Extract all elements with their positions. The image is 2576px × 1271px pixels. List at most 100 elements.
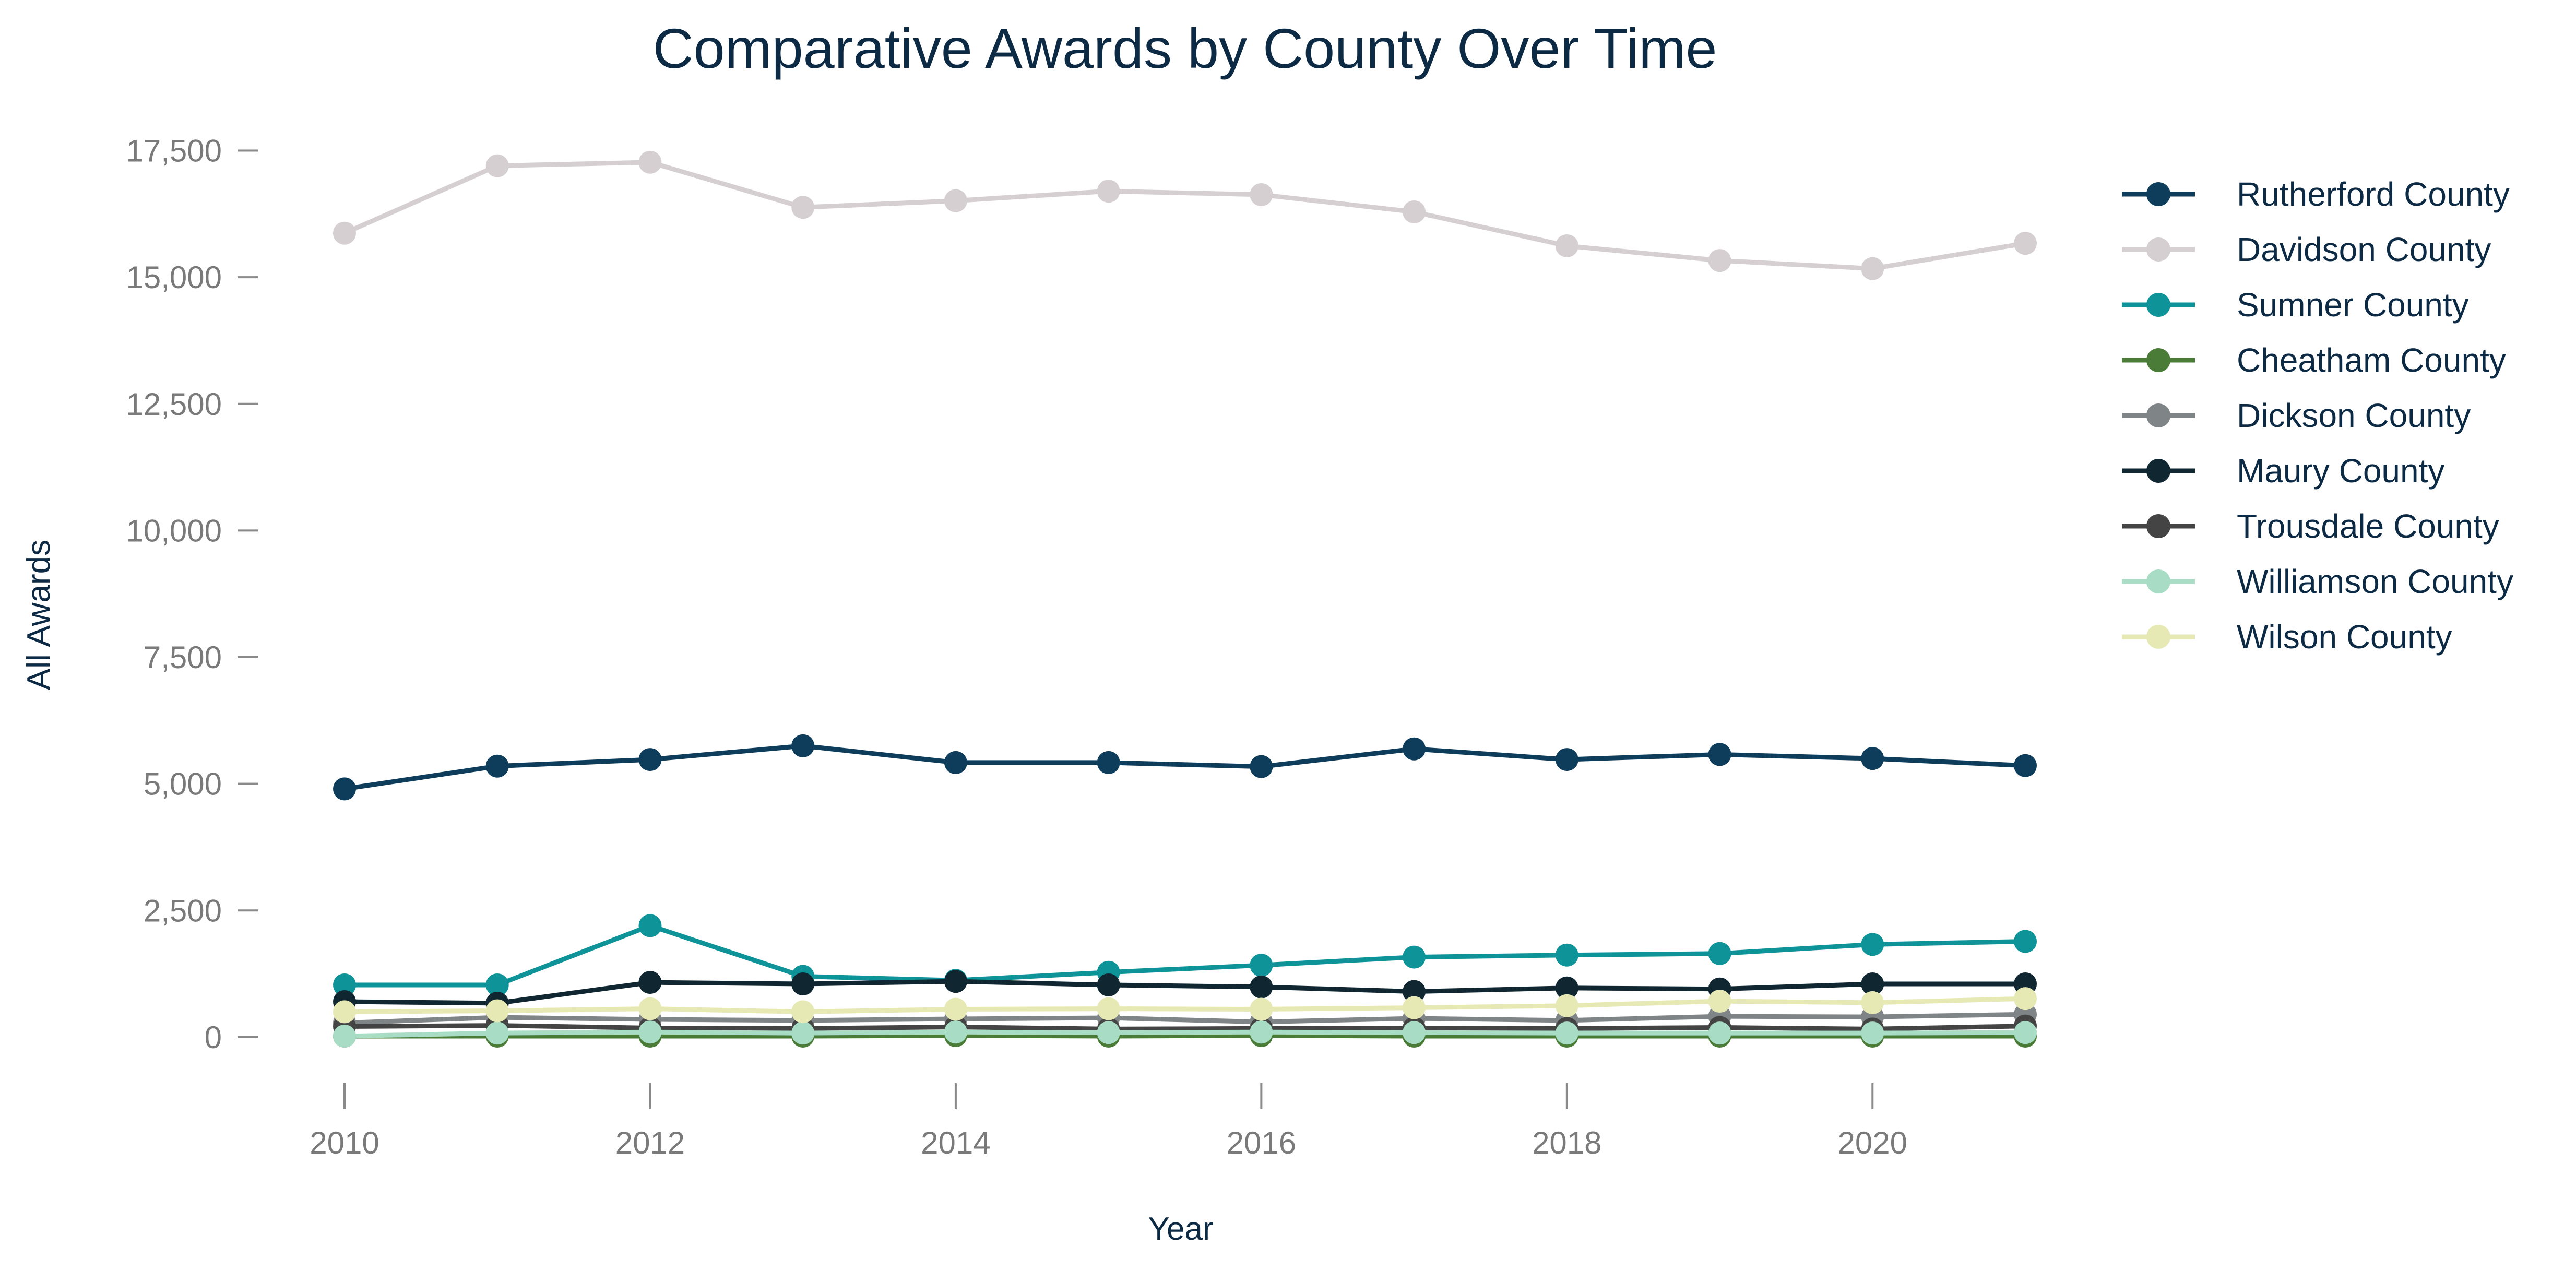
series-line	[342, 1029, 2028, 1039]
y-tick-label: 12,500	[126, 387, 222, 422]
series-line	[342, 160, 2028, 271]
legend-marker	[2146, 403, 2170, 427]
legend-label: Cheatham County	[2237, 341, 2506, 379]
legend-item-cheatham-county: Cheatham County	[2122, 341, 2506, 379]
series-line	[342, 923, 2028, 988]
data-point	[944, 1020, 967, 1044]
series-line	[342, 1012, 2028, 1026]
data-point	[1555, 748, 1578, 771]
legend-label: Rutherford County	[2237, 175, 2510, 213]
legend-label: Williamson County	[2237, 563, 2513, 600]
legend-item-davidson-county: Davidson County	[2122, 231, 2491, 268]
data-point	[1097, 1021, 1120, 1044]
data-point	[1097, 973, 1120, 996]
series-line	[342, 996, 2028, 1014]
series-maury-county	[333, 970, 2037, 1015]
legend-marker	[2146, 182, 2170, 206]
data-point	[1250, 954, 1273, 977]
data-point	[1403, 1021, 1426, 1044]
data-point	[1708, 1021, 1731, 1045]
data-point	[1555, 943, 1578, 967]
data-point	[638, 1020, 662, 1044]
data-point	[333, 1000, 356, 1024]
y-tick-label: 2,500	[144, 893, 222, 928]
data-point	[1250, 975, 1273, 999]
chart-title: Comparative Awards by County Over Time	[653, 17, 1717, 80]
x-axis-title: Year	[1148, 1211, 1213, 1247]
y-tick-label: 15,000	[126, 260, 222, 295]
x-tick-label: 2018	[1532, 1125, 1601, 1160]
data-point	[638, 748, 662, 771]
data-point	[2014, 1021, 2037, 1044]
legend-item-williamson-county: Williamson County	[2122, 563, 2513, 600]
series-rutherford-county	[333, 734, 2037, 801]
data-point	[638, 971, 662, 994]
legend-marker	[2146, 514, 2170, 538]
data-point	[1555, 234, 1578, 257]
data-point	[1708, 743, 1731, 766]
data-point	[1861, 1021, 1884, 1045]
series-davidson-county	[333, 150, 2037, 280]
data-point	[1555, 1021, 1578, 1045]
data-point	[1097, 180, 1120, 203]
data-point	[1861, 933, 1884, 956]
data-point	[791, 1000, 815, 1024]
series-line	[342, 1023, 2028, 1031]
legend-marker	[2146, 237, 2170, 262]
data-point	[2014, 754, 2037, 777]
data-point	[1861, 972, 1884, 996]
data-point	[791, 972, 815, 996]
x-tick-label: 2020	[1838, 1125, 1907, 1160]
data-point	[333, 973, 356, 996]
data-point	[485, 999, 509, 1023]
data-point	[1250, 183, 1273, 206]
data-point	[333, 1024, 356, 1048]
data-point	[1861, 257, 1884, 280]
data-point	[485, 1021, 509, 1045]
data-point	[1097, 751, 1120, 774]
series-line	[342, 743, 2028, 791]
data-point	[944, 751, 967, 774]
data-point	[1861, 991, 1884, 1014]
y-tick-label: 17,500	[126, 134, 222, 169]
data-point	[1861, 747, 1884, 770]
data-point	[791, 1021, 815, 1045]
data-point	[2014, 232, 2037, 255]
x-tick-label: 2010	[310, 1125, 379, 1160]
data-point	[944, 970, 967, 993]
data-point	[791, 196, 815, 219]
data-point	[944, 997, 967, 1021]
data-point	[1708, 249, 1731, 272]
legend-label: Dickson County	[2237, 397, 2471, 434]
series-williamson-county	[333, 1020, 2037, 1048]
data-point	[333, 777, 356, 801]
data-point	[1403, 200, 1426, 223]
y-tick-label: 7,500	[144, 640, 222, 675]
data-point	[333, 221, 356, 245]
x-tick-label: 2012	[615, 1125, 685, 1160]
x-tick-label: 2014	[921, 1125, 990, 1160]
data-point	[1403, 996, 1426, 1019]
legend-marker	[2146, 625, 2170, 649]
plot-area	[333, 150, 2037, 1048]
y-tick-label: 0	[205, 1020, 222, 1055]
data-point	[1555, 976, 1578, 1000]
legend-item-rutherford-county: Rutherford County	[2122, 175, 2510, 213]
legend-item-wilson-county: Wilson County	[2122, 618, 2452, 656]
legend-item-sumner-county: Sumner County	[2122, 286, 2469, 324]
legend-label: Trousdale County	[2237, 507, 2499, 545]
y-axis: 0 2,500 5,000 7,500 10,000 12,500 15,000 17,500	[126, 134, 258, 1055]
legend-item-dickson-county: Dickson County	[2122, 397, 2471, 434]
y-axis-title: All Awards	[21, 540, 57, 690]
legend-label: Sumner County	[2237, 286, 2469, 324]
legend-item-trousdale-county: Trousdale County	[2122, 507, 2499, 545]
data-point	[485, 973, 509, 996]
x-axis: 2010 2012 2014 2016 2018 2020	[310, 1083, 1907, 1160]
data-point	[2014, 987, 2037, 1011]
legend-marker	[2146, 459, 2170, 483]
data-point	[1250, 997, 1273, 1021]
data-point	[1555, 994, 1578, 1017]
y-tick-label: 5,000	[144, 767, 222, 802]
